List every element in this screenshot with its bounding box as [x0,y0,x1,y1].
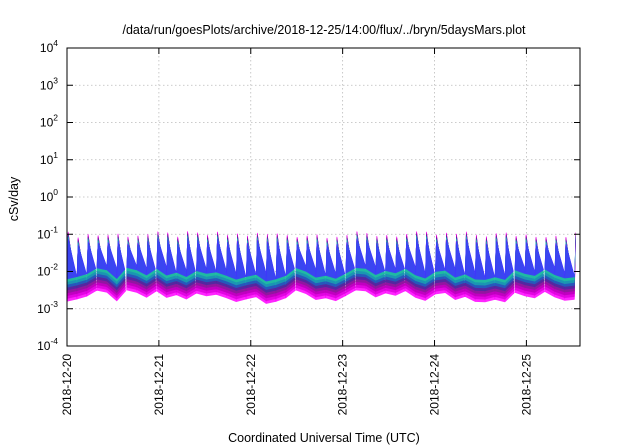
x-tick-label: 2018-12-24 [428,354,442,416]
x-tick-label: 2018-12-20 [60,354,74,416]
x-tick-label: 2018-12-25 [519,354,533,416]
y-tick-label: 104 [40,38,58,55]
x-axis-label: Coordinated Universal Time (UTC) [228,431,420,445]
series-bands [67,231,580,304]
y-tick-label: 10-1 [37,224,58,241]
plot-frame [66,47,581,347]
y-tick-label: 103 [40,75,58,92]
y-tick-label: 102 [40,113,58,130]
chart-title: /data/run/goesPlots/archive/2018-12-25/1… [122,23,526,37]
y-tick-label: 10-3 [37,299,58,316]
y-tick-label: 100 [40,187,58,204]
y-tick-label: 10-4 [37,336,58,353]
y-tick-label: 101 [40,150,58,167]
y-axis-label: cSv/day [7,176,21,221]
x-tick-label: 2018-12-21 [152,354,166,416]
x-tick-label: 2018-12-23 [336,354,350,416]
y-tick-label: 10-2 [37,262,58,279]
x-tick-label: 2018-12-22 [244,354,258,416]
y-tick-labels: 10-4 10-3 10-2 10-1 100 101 102 103 104 [37,38,58,353]
x-tick-labels: 2018-12-20 2018-12-21 2018-12-22 2018-12-23… [60,354,533,416]
